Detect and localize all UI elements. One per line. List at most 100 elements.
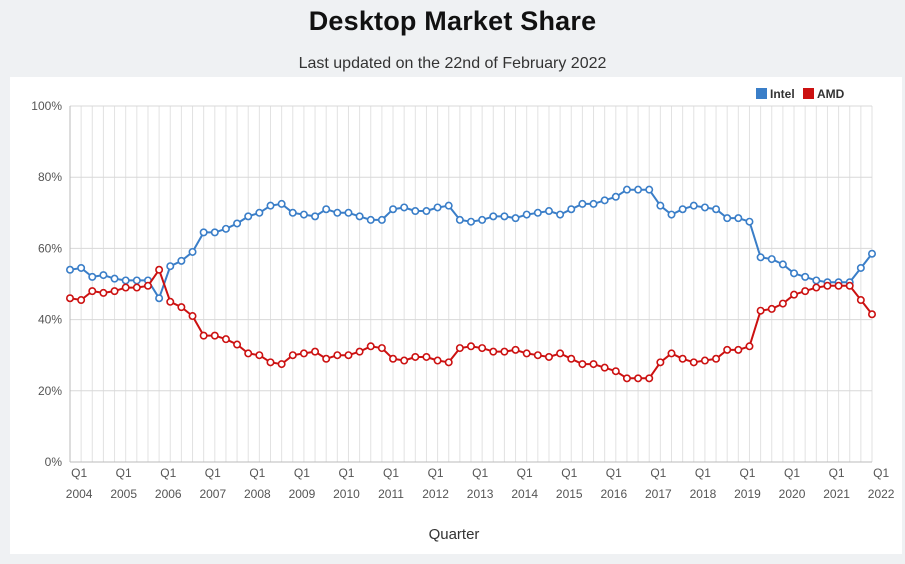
data-point-intel[interactable] [600, 196, 609, 205]
data-point-amd[interactable] [478, 344, 487, 353]
data-point-intel[interactable] [756, 253, 765, 262]
data-point-amd[interactable] [455, 344, 464, 353]
data-point-amd[interactable] [634, 374, 643, 383]
data-point-amd[interactable] [533, 351, 542, 360]
data-point-amd[interactable] [377, 344, 386, 353]
data-point-amd[interactable] [277, 360, 286, 369]
data-point-amd[interactable] [622, 374, 631, 383]
data-point-intel[interactable] [322, 205, 331, 214]
data-point-intel[interactable] [166, 262, 175, 271]
data-point-intel[interactable] [233, 219, 242, 228]
data-point-amd[interactable] [177, 303, 186, 312]
data-point-intel[interactable] [533, 208, 542, 217]
data-point-intel[interactable] [856, 263, 865, 272]
data-point-amd[interactable] [132, 283, 141, 292]
data-point-intel[interactable] [812, 276, 821, 285]
data-point-intel[interactable] [277, 199, 286, 208]
data-point-amd[interactable] [288, 351, 297, 360]
data-point-intel[interactable] [244, 212, 253, 221]
data-point-amd[interactable] [221, 335, 230, 344]
data-point-intel[interactable] [678, 205, 687, 214]
data-point-intel[interactable] [344, 208, 353, 217]
data-point-amd[interactable] [422, 352, 431, 361]
data-point-intel[interactable] [656, 201, 665, 210]
data-point-intel[interactable] [366, 215, 375, 224]
data-point-amd[interactable] [544, 352, 553, 361]
data-point-intel[interactable] [288, 208, 297, 217]
data-point-intel[interactable] [255, 208, 264, 217]
data-point-amd[interactable] [99, 288, 108, 297]
data-point-amd[interactable] [266, 358, 275, 367]
data-point-intel[interactable] [867, 249, 876, 258]
data-point-intel[interactable] [611, 192, 620, 201]
data-point-intel[interactable] [210, 228, 219, 237]
data-point-amd[interactable] [567, 354, 576, 363]
data-point-amd[interactable] [589, 360, 598, 369]
data-point-intel[interactable] [544, 207, 553, 216]
data-point-intel[interactable] [778, 260, 787, 269]
data-point-amd[interactable] [712, 354, 721, 363]
data-point-amd[interactable] [255, 351, 264, 360]
data-point-amd[interactable] [778, 299, 787, 308]
data-point-intel[interactable] [734, 214, 743, 223]
data-point-intel[interactable] [478, 215, 487, 224]
data-point-amd[interactable] [489, 347, 498, 356]
legend-swatch-amd[interactable] [803, 88, 814, 99]
data-point-intel[interactable] [466, 217, 475, 226]
data-point-amd[interactable] [66, 294, 75, 303]
data-point-intel[interactable] [266, 201, 275, 210]
data-point-intel[interactable] [645, 185, 654, 194]
data-point-amd[interactable] [667, 349, 676, 358]
data-point-intel[interactable] [188, 247, 197, 256]
data-point-intel[interactable] [489, 212, 498, 221]
data-point-amd[interactable] [344, 351, 353, 360]
data-point-intel[interactable] [389, 205, 398, 214]
data-point-intel[interactable] [411, 207, 420, 216]
data-point-amd[interactable] [867, 310, 876, 319]
data-point-amd[interactable] [756, 306, 765, 315]
data-point-intel[interactable] [801, 272, 810, 281]
data-point-intel[interactable] [511, 214, 520, 223]
data-point-intel[interactable] [522, 210, 531, 219]
data-point-amd[interactable] [511, 345, 520, 354]
data-point-intel[interactable] [77, 263, 86, 272]
data-point-intel[interactable] [589, 199, 598, 208]
data-point-intel[interactable] [667, 210, 676, 219]
data-point-intel[interactable] [155, 294, 164, 303]
data-point-amd[interactable] [723, 345, 732, 354]
data-point-amd[interactable] [767, 304, 776, 313]
data-point-intel[interactable] [634, 185, 643, 194]
data-point-amd[interactable] [143, 281, 152, 290]
data-point-intel[interactable] [578, 199, 587, 208]
data-point-intel[interactable] [433, 203, 442, 212]
data-point-amd[interactable] [611, 367, 620, 376]
data-point-amd[interactable] [166, 297, 175, 306]
data-point-amd[interactable] [556, 349, 565, 358]
data-point-amd[interactable] [522, 349, 531, 358]
data-point-amd[interactable] [856, 296, 865, 305]
data-point-intel[interactable] [88, 272, 97, 281]
data-point-intel[interactable] [745, 217, 754, 226]
data-point-amd[interactable] [812, 283, 821, 292]
legend-label-amd[interactable]: AMD [817, 87, 845, 101]
legend-label-intel[interactable]: Intel [770, 87, 795, 101]
data-point-amd[interactable] [199, 331, 208, 340]
data-point-amd[interactable] [444, 358, 453, 367]
data-point-intel[interactable] [790, 269, 799, 278]
data-point-intel[interactable] [199, 228, 208, 237]
data-point-intel[interactable] [422, 207, 431, 216]
data-point-amd[interactable] [745, 342, 754, 351]
data-point-amd[interactable] [678, 354, 687, 363]
data-point-amd[interactable] [121, 283, 130, 292]
data-point-intel[interactable] [132, 276, 141, 285]
data-point-amd[interactable] [689, 358, 698, 367]
data-point-intel[interactable] [377, 215, 386, 224]
data-point-intel[interactable] [400, 203, 409, 212]
data-point-amd[interactable] [77, 296, 86, 305]
data-point-amd[interactable] [411, 352, 420, 361]
data-point-intel[interactable] [712, 205, 721, 214]
data-point-intel[interactable] [99, 271, 108, 280]
data-point-amd[interactable] [700, 356, 709, 365]
data-point-intel[interactable] [299, 210, 308, 219]
data-point-intel[interactable] [66, 265, 75, 274]
